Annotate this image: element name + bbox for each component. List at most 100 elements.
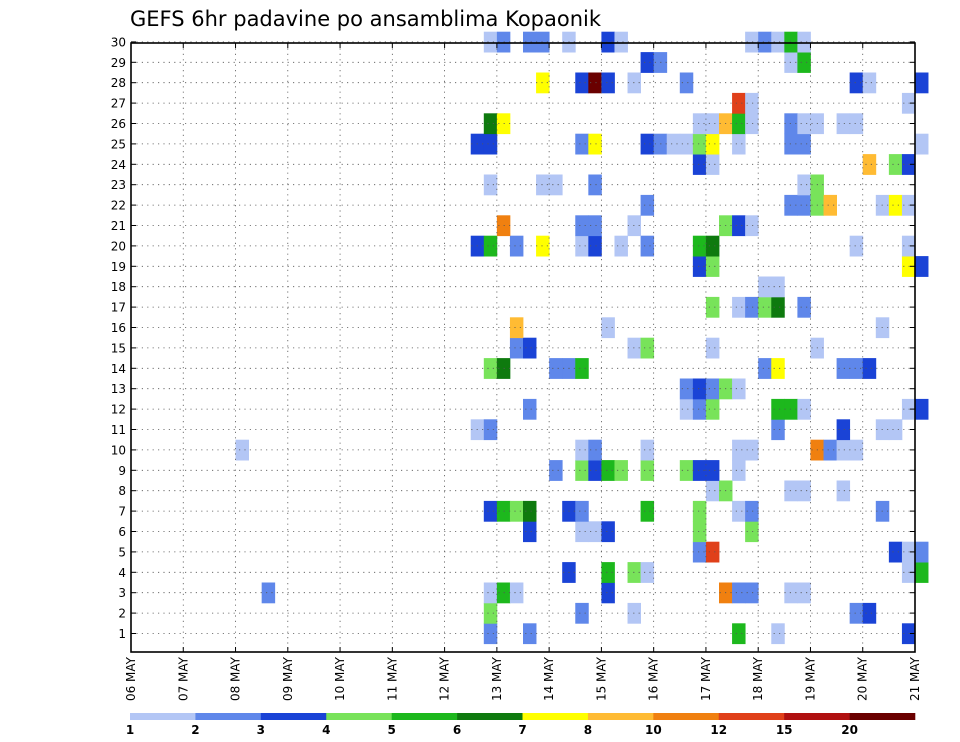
- heatmap-cell: [862, 602, 877, 624]
- heatmap-cell: [705, 480, 720, 502]
- x-tick-label: 16 MAY: [647, 656, 661, 701]
- x-tick-label: 18 MAY: [751, 656, 765, 701]
- heatmap-cell: [784, 31, 798, 53]
- colorbar-label: 6: [453, 723, 461, 737]
- heatmap-cell: [692, 521, 707, 543]
- x-tick-label: 13 MAY: [490, 656, 504, 701]
- heatmap-cell: [771, 398, 785, 420]
- heatmap-cell: [797, 52, 811, 73]
- y-tick-label: 4: [118, 566, 126, 580]
- heatmap-cell: [509, 337, 524, 359]
- heatmap-cell: [483, 602, 498, 624]
- heatmap-cell: [849, 439, 864, 461]
- heatmap-cell: [758, 276, 772, 298]
- x-tick-label: 17 MAY: [699, 656, 713, 701]
- heatmap-cells: [235, 31, 929, 645]
- y-tick-label: 5: [118, 545, 126, 559]
- colorbar-swatch: [718, 713, 785, 720]
- heatmap-cell: [692, 235, 707, 257]
- heatmap-cell: [692, 256, 707, 277]
- heatmap-cell: [614, 31, 628, 53]
- y-tick-label: 10: [111, 443, 126, 457]
- y-tick-label: 21: [111, 219, 126, 233]
- heatmap-cell: [705, 154, 720, 175]
- heatmap-cell: [679, 72, 694, 94]
- heatmap-cell: [823, 439, 837, 461]
- y-tick-label: 22: [111, 199, 126, 213]
- colorbar-label: 4: [322, 723, 330, 737]
- heatmap-cell: [640, 235, 655, 257]
- heatmap-cell: [679, 133, 694, 155]
- heatmap-cell: [588, 460, 602, 481]
- x-tick-label: 15 MAY: [594, 656, 608, 701]
- heatmap-cell: [509, 500, 524, 522]
- colorbar-label: 3: [257, 723, 265, 737]
- heatmap-cell: [771, 276, 785, 298]
- heatmap-cell: [575, 602, 589, 624]
- y-tick-label: 25: [111, 137, 126, 151]
- heatmap-cell: [745, 582, 759, 604]
- heatmap-cell: [784, 398, 798, 420]
- heatmap-cell: [601, 582, 615, 604]
- heatmap-cell: [679, 398, 694, 420]
- grid-lines: [131, 41, 915, 652]
- heatmap-cell: [705, 460, 720, 481]
- heatmap-cell: [862, 154, 877, 175]
- heatmap-cell: [915, 398, 929, 420]
- heatmap-cell: [862, 358, 877, 379]
- y-tick-label: 6: [118, 525, 126, 539]
- y-tick-label: 17: [111, 301, 126, 315]
- heatmap-cell: [745, 215, 759, 237]
- colorbar-swatch: [849, 713, 916, 720]
- heatmap-cell: [836, 439, 851, 461]
- heatmap-cell: [692, 541, 707, 563]
- y-tick-label: 23: [111, 178, 126, 192]
- heatmap-cell: [732, 113, 746, 135]
- colorbar-label: 7: [518, 723, 526, 737]
- heatmap-cell: [692, 378, 707, 400]
- heatmap-cell: [601, 72, 615, 94]
- heatmap-cell: [588, 215, 602, 237]
- heatmap-cell: [575, 439, 589, 461]
- heatmap-cell: [797, 582, 811, 604]
- heatmap-cell: [483, 174, 498, 196]
- heatmap-cell: [549, 174, 563, 196]
- heatmap-cell: [679, 460, 694, 481]
- heatmap-cell: [640, 439, 655, 461]
- x-tick-label: 14 MAY: [542, 656, 556, 701]
- heatmap-cell: [483, 582, 498, 604]
- heatmap-cell: [575, 72, 589, 94]
- x-tick-label: 11 MAY: [385, 656, 399, 701]
- heatmap-cell: [771, 623, 785, 645]
- y-tick-label: 12: [111, 403, 126, 417]
- heatmap-cell: [797, 31, 811, 53]
- heatmap-cell: [849, 602, 864, 624]
- heatmap-cell: [915, 541, 929, 563]
- y-tick-label: 26: [111, 117, 126, 131]
- y-tick-label: 29: [111, 56, 126, 70]
- heatmap-cell: [588, 72, 602, 94]
- x-tick-label: 10 MAY: [333, 656, 347, 701]
- y-tick-label: 9: [118, 464, 126, 478]
- heatmap-cell: [261, 582, 276, 604]
- heatmap-cell: [758, 358, 772, 379]
- heatmap-cell: [235, 439, 249, 461]
- heatmap-cell: [509, 235, 524, 257]
- heatmap-cell: [483, 419, 498, 441]
- y-tick-label: 7: [118, 505, 126, 519]
- heatmap-cell: [523, 500, 537, 522]
- heatmap-cell: [732, 133, 746, 155]
- heatmap-cell: [705, 133, 720, 155]
- colorbar-label: 8: [584, 723, 592, 737]
- heatmap-cell: [483, 31, 498, 53]
- heatmap-cell: [849, 235, 864, 257]
- heatmap-cell: [536, 31, 550, 53]
- colorbar-label: 20: [841, 723, 858, 737]
- heatmap-cell: [523, 623, 537, 645]
- heatmap-cell: [483, 358, 498, 379]
- heatmap-cell: [588, 133, 602, 155]
- heatmap-cell: [784, 194, 798, 216]
- heatmap-cell: [784, 480, 798, 502]
- heatmap-cell: [732, 460, 746, 481]
- heatmap-cell: [483, 235, 498, 257]
